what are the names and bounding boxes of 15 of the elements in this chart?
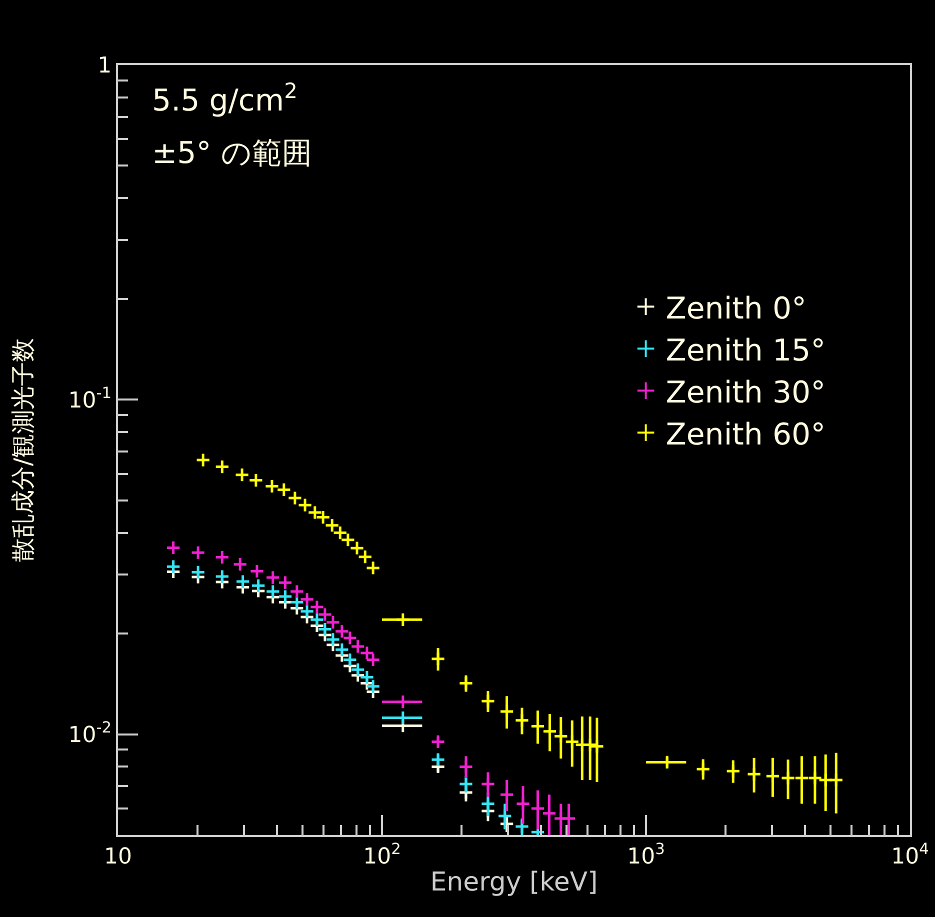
annotation: ±5° の範囲 [152,136,312,171]
legend-label: Zenith 0° [666,291,807,326]
legend-label: Zenith 60° [666,417,826,452]
x-tick-label: 10$^{4}$ [891,840,929,870]
y-tick-label: 1 [98,54,112,79]
annotation: 5.5 g/cm$^{2}$ [152,79,298,119]
y-axis-title: 散乱成分/観測光子数 [8,338,37,562]
y-tick-label: 10$^{-1}$ [68,384,112,414]
x-tick-label: 10$^{3}$ [627,840,665,870]
x-tick-label: 10 [104,844,132,870]
x-tick-label: 10$^{2}$ [363,840,401,870]
y-tick-label: 10$^{-2}$ [68,718,112,748]
legend-label: Zenith 30° [666,375,826,410]
x-axis-title: Energy [keV] [430,868,598,898]
legend-label: Zenith 15° [666,333,826,368]
